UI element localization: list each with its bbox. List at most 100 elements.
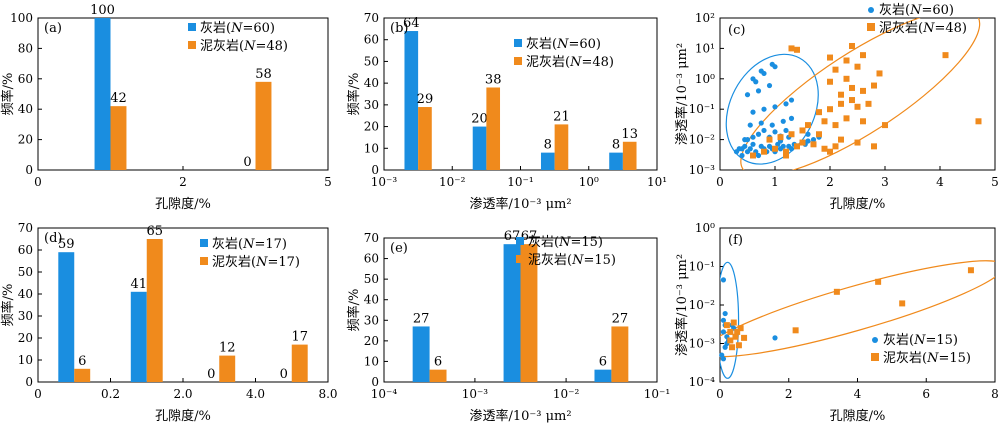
f-xtick-label-1: 2 [785, 387, 793, 401]
f-point-1-13 [899, 300, 906, 307]
a-ylabel: 频率/% [0, 73, 16, 116]
c-point-0-49 [753, 79, 759, 85]
c-point-1-38 [876, 70, 883, 77]
f-ytick-label-1: 10⁻³ [689, 337, 716, 351]
c-point-0-30 [761, 127, 767, 134]
e-legend-label-1: 泥灰岩(N=15) [528, 253, 616, 268]
f-point-1-10 [792, 327, 799, 334]
d-ytick-label-1: 10 [18, 353, 33, 367]
c-point-0-58 [805, 131, 811, 137]
f-ytick-label-0: 10⁻⁴ [689, 375, 716, 389]
c-point-0-55 [742, 137, 748, 143]
e-bar-1-0 [429, 369, 447, 382]
f-point-1-5 [732, 333, 739, 340]
c-point-0-46 [744, 92, 751, 98]
a-legend: 灰岩(N=60) 泥灰岩(N=48) [188, 21, 288, 54]
b-ytick-label-0: 0 [371, 163, 379, 177]
f-xtick-label-3: 6 [922, 387, 930, 401]
f-point-1-0 [723, 322, 730, 329]
e-legend-marker-0 [516, 237, 524, 245]
e-data-label-0-0: 27 [413, 311, 430, 326]
f-point-1-12 [875, 278, 882, 285]
a-ytick-label-0: 0 [25, 163, 33, 177]
f-legend: 灰岩(N=15) 泥灰岩(N=15) [871, 333, 971, 366]
d-ytick-label-4: 40 [18, 287, 33, 301]
a-ytick-label-1: 20 [18, 133, 33, 147]
c-point-0-37 [769, 122, 775, 128]
d-bar-1-2 [219, 355, 236, 382]
a-xlabel: 孔隙度/% [155, 196, 211, 212]
c-point-0-34 [783, 127, 789, 134]
b-bar-1-2 [554, 124, 569, 170]
a-legend-marker-1 [188, 41, 196, 49]
c-xlabel: 孔隙度/% [830, 196, 886, 212]
c-point-1-23 [882, 122, 888, 129]
e-bar-1-2 [611, 326, 629, 382]
d-ytick-label-6: 60 [18, 243, 33, 257]
a-data-label-1-0: 42 [110, 91, 127, 106]
a-panel-label: (a) [44, 21, 62, 36]
c-point-0-6 [750, 141, 756, 147]
panel-f: 10⁻⁴ 10⁻³ 10⁻² 10⁻¹ 10⁰ 0 2 4 6 8 (f) 渗透率/10⁻³ μm² 孔… [674, 221, 999, 424]
e-xtick-label-0: 10⁻⁴ [371, 387, 398, 401]
c-point-1-31 [849, 84, 855, 91]
e-ytick-label-7: 70 [364, 231, 379, 245]
e-legend-marker-1 [516, 255, 524, 263]
c-point-1-18 [805, 122, 811, 129]
a-data-label-0-1: 0 [243, 155, 251, 170]
d-bar-0-1 [130, 291, 147, 382]
b-data-label-0-0: 64 [403, 16, 420, 31]
d-data-label-0-2: 0 [207, 367, 215, 382]
e-panel-label: (e) [390, 241, 408, 256]
c-point-1-44 [794, 46, 800, 53]
d-bar-1-3 [291, 344, 308, 382]
c-panel-label: (c) [728, 23, 745, 38]
d-legend-label-1: 泥灰岩(N=17) [212, 255, 300, 270]
c-point-1-8 [827, 148, 833, 155]
c-limestone-envelope [725, 53, 819, 165]
e-data-label-1-2: 27 [612, 311, 629, 326]
c-xtick-label-1: 1 [771, 175, 779, 189]
b-data-label-1-2: 21 [553, 109, 570, 124]
a-ytick-label-3: 60 [18, 72, 33, 86]
c-point-1-47 [783, 152, 789, 159]
c-point-0-29 [755, 131, 762, 137]
d-data-label-1-2: 12 [219, 341, 236, 356]
c-point-1-6 [810, 141, 817, 148]
c-point-0-39 [788, 115, 795, 121]
b-data-label-0-3: 8 [612, 138, 620, 153]
c-xtick-label-5: 5 [991, 175, 999, 189]
e-xtick-label-1: 10⁻³ [462, 387, 489, 401]
c-point-1-33 [827, 78, 833, 85]
d-ylabel: 频率/% [0, 284, 16, 327]
a-data-label-0-0: 100 [90, 3, 115, 18]
d-data-label-0-0: 59 [58, 237, 75, 252]
f-point-1-11 [833, 288, 840, 295]
c-point-1-16 [854, 139, 861, 146]
f-xtick-label-4: 8 [991, 387, 999, 401]
a-bar-1-0 [110, 106, 127, 170]
b-xtick-label-0: 10⁻³ [371, 175, 398, 189]
d-legend-marker-1 [200, 257, 208, 265]
d-ytick-label-3: 30 [18, 309, 33, 323]
d-data-label-0-3: 0 [280, 367, 288, 382]
f-point-1-1 [727, 328, 734, 335]
e-ytick-label-0: 0 [371, 375, 379, 389]
c-xtick-label-4: 4 [936, 175, 944, 189]
c-point-0-2 [739, 152, 745, 159]
b-panel-label: (b) [390, 21, 408, 36]
b-ytick-label-3: 30 [364, 98, 379, 112]
b-legend-marker-1 [514, 57, 522, 65]
c-ytick-label-0: 10⁻³ [689, 163, 716, 177]
f-xtick-label-2: 4 [854, 387, 862, 401]
c-point-1-14 [816, 131, 822, 138]
e-ytick-label-3: 30 [364, 313, 379, 327]
panel-b: 0 10 20 30 40 50 60 70 10⁻³ 10⁻² 10⁻¹ 10⁰ 10¹ 64 29 20 3… [346, 11, 667, 212]
f-ytick-label-4: 10⁰ [695, 221, 715, 235]
b-data-label-1-0: 29 [417, 92, 434, 107]
a-bar-0-0 [94, 18, 111, 170]
c-point-0-26 [810, 137, 817, 143]
b-ytick-label-1: 10 [364, 141, 379, 155]
a-xtick-label-0: 0 [34, 175, 42, 189]
